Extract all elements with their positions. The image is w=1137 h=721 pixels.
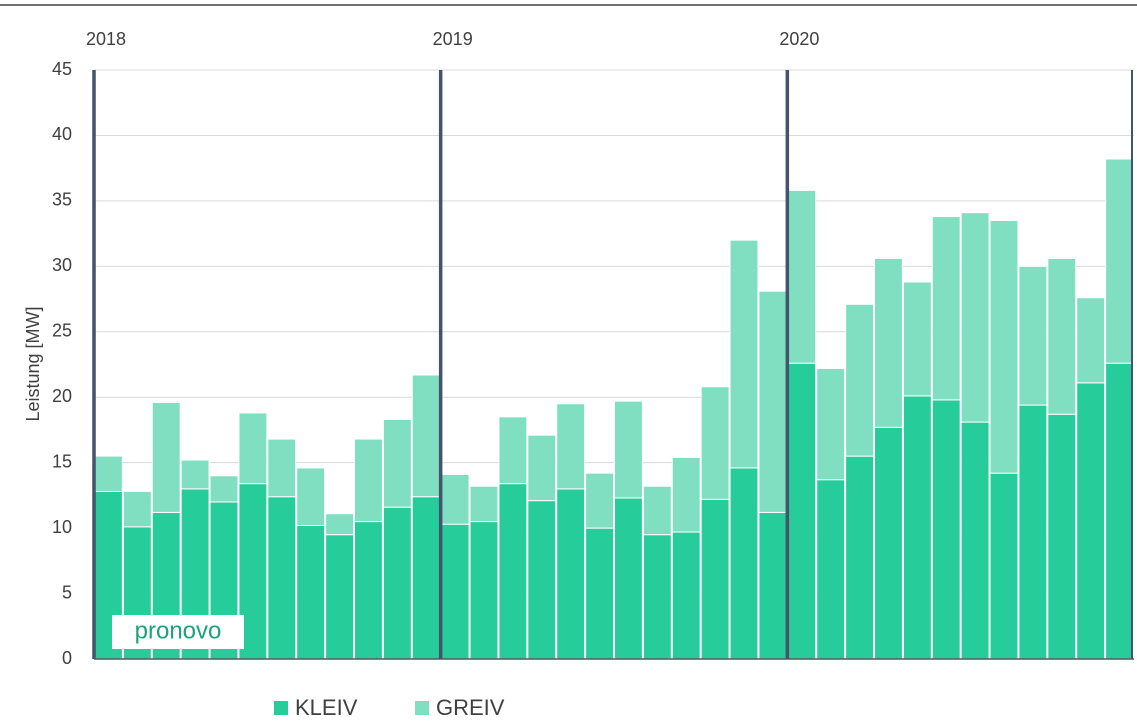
- bar-segment: [325, 534, 355, 660]
- bar-segment: [180, 459, 210, 490]
- bar-segment: [729, 467, 759, 660]
- bar-segment: [1047, 413, 1077, 660]
- bar-segment: [816, 479, 846, 660]
- bar-segment: [585, 527, 614, 660]
- bar-segment: [267, 496, 297, 660]
- y-tick-label: 30: [52, 255, 72, 275]
- bar-segment: [758, 511, 788, 660]
- y-tick-label: 10: [52, 517, 72, 537]
- bar-segment: [296, 524, 326, 660]
- bar-segment: [960, 421, 990, 660]
- bar-segment: [989, 472, 1019, 660]
- y-tick-label: 20: [52, 386, 72, 406]
- bar-segment: [642, 485, 672, 536]
- x-tick-label: 2018: [86, 29, 126, 49]
- legend-label: KLEIV: [295, 695, 358, 720]
- bar-segment: [845, 455, 874, 660]
- bar-segment: [1018, 265, 1048, 406]
- bar-segment: [411, 374, 441, 498]
- bar-segment: [614, 497, 643, 660]
- y-tick-label: 45: [52, 59, 72, 79]
- y-tick-label: 0: [62, 648, 72, 668]
- bar-segment: [1105, 362, 1134, 660]
- bar-segment: [1018, 404, 1048, 660]
- bar-segment: [151, 401, 181, 513]
- bar-segment: [209, 475, 239, 503]
- bar-segment: [989, 220, 1019, 474]
- bar-segment: [816, 367, 846, 481]
- legend-label: GREIV: [436, 695, 505, 720]
- bar-segment: [556, 488, 586, 660]
- bar-segment: [642, 534, 672, 660]
- logo: pronovo: [135, 617, 222, 644]
- bar-segment: [787, 189, 817, 364]
- bar-segment: [325, 513, 355, 536]
- legend-swatch: [415, 701, 429, 715]
- bar-segment: [556, 403, 586, 490]
- bar-segment: [874, 257, 903, 428]
- bar-segment: [902, 395, 932, 660]
- bar-segment: [498, 416, 528, 485]
- bar-segment: [671, 531, 701, 660]
- bar-segment: [931, 399, 961, 660]
- bar-segment: [440, 473, 470, 525]
- y-tick-label: 40: [52, 124, 72, 144]
- bar-segment: [1047, 257, 1077, 415]
- bar-segment: [94, 455, 123, 492]
- bar-segment: [902, 281, 932, 397]
- bar-segment: [700, 386, 730, 500]
- bar-segment: [498, 483, 528, 660]
- bar-segment: [845, 303, 874, 457]
- bar-segment: [1105, 158, 1134, 364]
- x-tick-label: 2019: [433, 29, 473, 49]
- bar-segment: [585, 472, 614, 529]
- y-tick-label: 25: [52, 321, 72, 341]
- bar-segment: [469, 485, 499, 523]
- bar-segment: [671, 456, 701, 533]
- bar-segment: [122, 490, 152, 528]
- bar-segment: [382, 418, 412, 508]
- logo-bg: [112, 615, 244, 649]
- bar-segment: [469, 521, 499, 660]
- bar-segment: [874, 426, 903, 660]
- bar-segment: [527, 500, 557, 660]
- x-tick-label: 2020: [779, 29, 819, 49]
- y-axis-label: Leistung [MW]: [23, 306, 43, 421]
- bar-segment: [527, 434, 557, 502]
- bar-segment: [787, 362, 817, 660]
- y-tick-label: 5: [62, 582, 72, 602]
- bar-segment: [411, 496, 441, 660]
- bar-segment: [700, 498, 730, 660]
- bar-segment: [758, 290, 788, 513]
- bar-segment: [354, 438, 383, 523]
- legend-swatch: [274, 701, 288, 715]
- bar-segment: [1076, 382, 1106, 660]
- bar-segment: [614, 400, 643, 499]
- bar-segment: [267, 438, 297, 498]
- bar-segment: [354, 521, 383, 660]
- bar-segment: [729, 239, 759, 469]
- bar-segment: [931, 216, 961, 401]
- bar-segment: [382, 506, 412, 660]
- bar-segment: [960, 212, 990, 423]
- bar-segment: [1076, 297, 1106, 384]
- bar-segment: [440, 523, 470, 660]
- y-tick-label: 35: [52, 190, 72, 210]
- bar-segment: [238, 412, 268, 485]
- y-tick-label: 15: [52, 451, 72, 471]
- bar-segment: [296, 467, 326, 526]
